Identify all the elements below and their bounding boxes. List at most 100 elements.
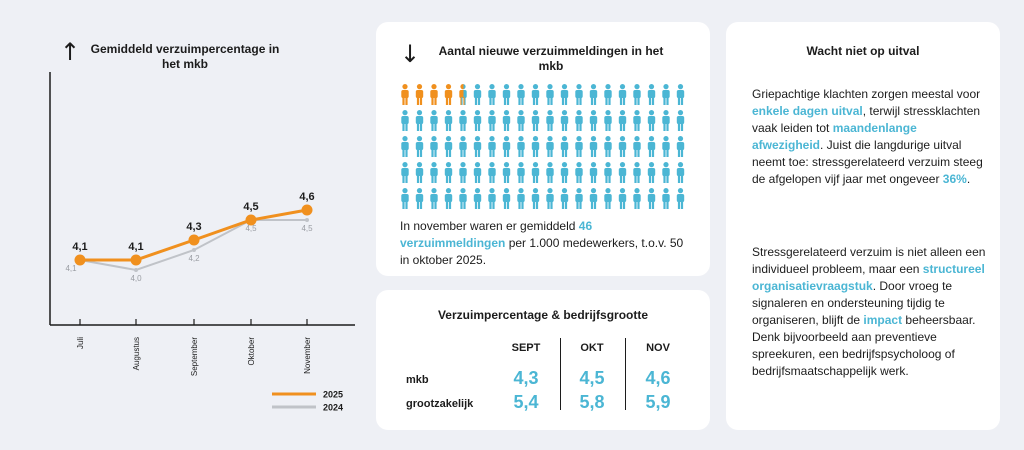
person-icon (531, 84, 540, 105)
person-icon (444, 136, 453, 157)
info-title: Wacht niet op uitval (806, 44, 920, 58)
person-icon (473, 162, 482, 183)
person-icon (647, 110, 656, 131)
person-icon (676, 84, 685, 105)
person-icon (546, 162, 554, 183)
person-icon (444, 188, 453, 209)
person-icon (676, 188, 685, 209)
table-cell: 5,8 (579, 392, 605, 412)
column-header-okt: OKT (580, 342, 604, 354)
person-icon (662, 162, 670, 183)
line-chart-panel: Juli Augustus September Oktober November 4,1 4… (20, 20, 360, 430)
arrow-down-icon: ↓ (400, 40, 421, 68)
person-icon (444, 84, 453, 105)
person-icon (517, 84, 525, 105)
arrow-up-icon: ↑ (60, 38, 81, 66)
person-icon (633, 162, 641, 183)
sick-reports-highlight: 46 verzuimmeldingen (400, 219, 593, 250)
person-icon (604, 188, 612, 209)
person-icon (459, 84, 467, 105)
data-point-2025 (130, 254, 142, 266)
data-point-2025 (188, 234, 200, 246)
info-paragraph-2: Stressgerelateerd verzuim is niet alleen… (752, 244, 986, 380)
person-icon (575, 84, 583, 105)
person-icon (676, 136, 685, 157)
person-icon (560, 162, 569, 183)
person-icon (575, 110, 583, 131)
info-highlight: structureel organisatievraagstuk (752, 262, 985, 293)
person-icon (502, 136, 511, 157)
person-icon (662, 188, 670, 209)
person-icon (430, 110, 438, 131)
legend-label-2025: 2025 (323, 390, 343, 400)
person-icon (415, 136, 424, 157)
x-tick-label: Oktober (247, 337, 256, 366)
info-text: Stressgerelateerd verzuim is niet alleen… (752, 245, 986, 276)
person-icon (459, 136, 467, 157)
person-icon (473, 84, 482, 105)
person-icon (560, 188, 569, 209)
data-point-2024 (305, 218, 309, 222)
info-text: Griepachtige klachten zorgen meestal voo… (752, 87, 981, 101)
person-icon (473, 110, 482, 131)
info-text: . Juist die langdurige uitval neemt toe:… (752, 138, 983, 186)
person-icon (618, 84, 627, 105)
person-icon (604, 136, 612, 157)
person-icon (444, 162, 453, 183)
person-icon (647, 162, 656, 183)
column-header-nov: NOV (646, 342, 670, 354)
person-icon (589, 84, 598, 105)
info-paragraph-1: Griepachtige klachten zorgen meestal voo… (752, 86, 986, 188)
sick-reports-text-after: per 1.000 medewerkers, t.o.v. 50 in okto… (400, 236, 684, 267)
legend-label-2024: 2024 (323, 403, 343, 413)
data-label-2025: 4,6 (299, 191, 314, 203)
person-icon (633, 110, 641, 131)
person-icon (415, 162, 424, 183)
row-label-mkb: mkb (406, 374, 429, 386)
person-icon (618, 136, 627, 157)
person-icon (662, 110, 670, 131)
person-icon (401, 110, 409, 131)
data-label-2025: 4,1 (72, 241, 87, 253)
person-icon (618, 110, 627, 131)
person-icon (676, 162, 685, 183)
person-icon (401, 162, 409, 183)
data-label-2024: 4,1 (65, 264, 77, 273)
line-chart: Juli Augustus September Oktober November 4,1 4… (49, 72, 355, 413)
person-icon (517, 162, 525, 183)
person-icon (401, 84, 409, 105)
info-text: . (966, 172, 971, 186)
person-icon (415, 84, 424, 105)
person-icon (531, 110, 540, 131)
person-icon (517, 188, 525, 209)
person-icon (604, 84, 612, 105)
person-icon (531, 136, 540, 157)
person-icon (589, 188, 598, 209)
data-label-2024: 4,5 (301, 224, 313, 233)
person-icon (488, 162, 496, 183)
person-icon (473, 188, 482, 209)
people-icon-grid (401, 84, 685, 209)
person-icon (517, 110, 525, 131)
person-icon (589, 162, 598, 183)
person-icon (633, 188, 641, 209)
person-icon (604, 110, 612, 131)
sick-reports-card: ↓ Aantal nieuwe verzuimmeldingen in het … (376, 22, 710, 276)
person-icon (488, 136, 496, 157)
column-divider (625, 338, 626, 410)
chart-title: Gemiddeld verzuimpercentage in het mkb (90, 42, 280, 71)
person-icon (647, 84, 656, 105)
x-tick-label: Juli (76, 337, 85, 349)
person-icon (415, 110, 424, 131)
person-icon (401, 188, 409, 209)
person-icon (517, 136, 525, 157)
info-text: . Door vroeg te signaleren en ondersteun… (752, 279, 953, 327)
data-point-2025 (301, 204, 313, 216)
column-header-sept: SEPT (511, 342, 541, 354)
data-label-2025: 4,1 (128, 241, 143, 253)
person-icon (662, 84, 670, 105)
person-icon (546, 136, 554, 157)
person-icon (546, 110, 554, 131)
info-text: beheersbaar. Denk bijvoorbeeld aan preve… (752, 313, 976, 378)
person-icon (589, 136, 598, 157)
